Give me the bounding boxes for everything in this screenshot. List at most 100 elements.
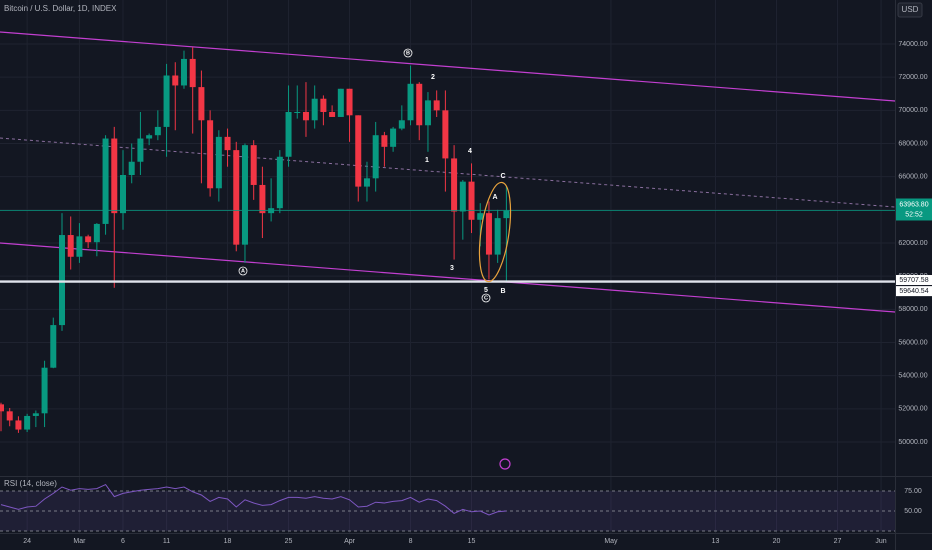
wave-label: 3 [450,265,454,272]
rsi-line [0,483,507,516]
candle-body [137,138,144,162]
grid [0,0,895,533]
currency-button[interactable] [897,2,923,18]
wave-label: 5 [484,287,488,294]
y-tick-label: 58000.00 [898,306,927,313]
level-label: 59707.58 [899,277,928,284]
candle-body [102,138,109,224]
candle-body [198,87,205,121]
candle-body [154,126,161,136]
candle-body [294,111,301,113]
candle-body [276,156,283,209]
x-tick-label: 20 [773,538,781,545]
y-tick-label: 68000.00 [898,140,927,147]
candle-body [416,83,423,126]
alert-icon [499,458,511,470]
x-tick-label: 27 [834,538,842,545]
x-tick-label: 18 [224,538,232,545]
candle-body [494,218,501,255]
wave-label: 4 [468,148,472,155]
candle-body [215,136,222,189]
level-tag [896,286,932,297]
candle-body [15,420,22,430]
candle-body [189,58,196,88]
highlight-ellipse [478,181,512,283]
rsi-title: RSI (14, close) [4,479,57,488]
candle-body [285,111,292,157]
candle-body [424,100,431,126]
x-tick-label: Apr [344,538,356,545]
candle-body [329,111,336,117]
candle-body [459,181,466,212]
x-tick-label: Jun [875,538,886,545]
wave-label: C [500,173,505,180]
candle-body [433,100,440,111]
candle-body [146,135,153,139]
candle-body [337,88,344,117]
annotation-circle [481,293,491,303]
candle-body [442,110,449,159]
y-tick-label: 74000.00 [898,41,927,48]
wave-label: 2 [431,74,435,81]
level-tag [896,275,932,286]
candle-body [468,181,475,220]
x-tick-label: 6 [121,538,125,545]
candle-body [485,213,492,255]
candle-body [111,138,118,214]
level-label: 59640.54 [899,288,928,295]
countdown: 52:52 [905,211,923,218]
y-tick-label: 52000.00 [898,406,927,413]
candle-body [67,235,74,257]
candle-body [451,158,458,212]
candle-body [119,175,126,214]
candle-body [76,236,83,257]
x-tick-label: 11 [163,538,170,545]
candle-body [398,120,405,129]
candle-body [320,98,327,112]
candle-body [24,415,31,430]
y-tick-label: 70000.00 [898,107,927,114]
candle-body [93,223,100,243]
candle-body [172,75,179,86]
candle-body [6,411,13,421]
candle-body [259,184,266,214]
wave-label: A [241,268,245,274]
y-tick-label: 66000.00 [898,174,927,181]
x-tick-label: May [604,538,618,545]
candle-body [50,325,57,368]
candle-body [0,404,5,412]
wave-label: C [484,295,488,301]
candle-body [302,111,309,121]
annotation-circle [403,48,413,58]
candle-body [250,145,257,185]
lower-trend-line [0,242,896,313]
candle-body [224,136,231,151]
y-tick-label: 50000.00 [898,439,927,446]
wave-label: A [492,194,497,201]
candle-body [381,135,388,147]
wave-label: 1 [425,157,429,164]
candle-body [233,150,240,245]
y-tick-label: 56000.00 [898,339,927,346]
wave-label: B [406,50,410,56]
wave-label: B [500,288,505,295]
candle-body [241,145,248,245]
x-tick-label: 15 [468,538,476,545]
rsi-tick-label: 50.00 [904,508,922,515]
y-tick-label: 62000.00 [898,240,927,247]
annotation-circle [238,266,248,276]
candle-body [311,98,318,121]
candle-body [41,367,48,414]
x-tick-label: 8 [409,538,413,545]
candle-body [207,120,214,189]
candle-body [363,178,370,187]
candle-body [163,75,170,127]
candle-body [128,161,135,176]
x-tick-label: Mar [73,538,86,545]
y-tick-label: 72000.00 [898,74,927,81]
rsi-tick-label: 75.00 [904,488,922,495]
currency[interactable]: USD [902,5,919,14]
